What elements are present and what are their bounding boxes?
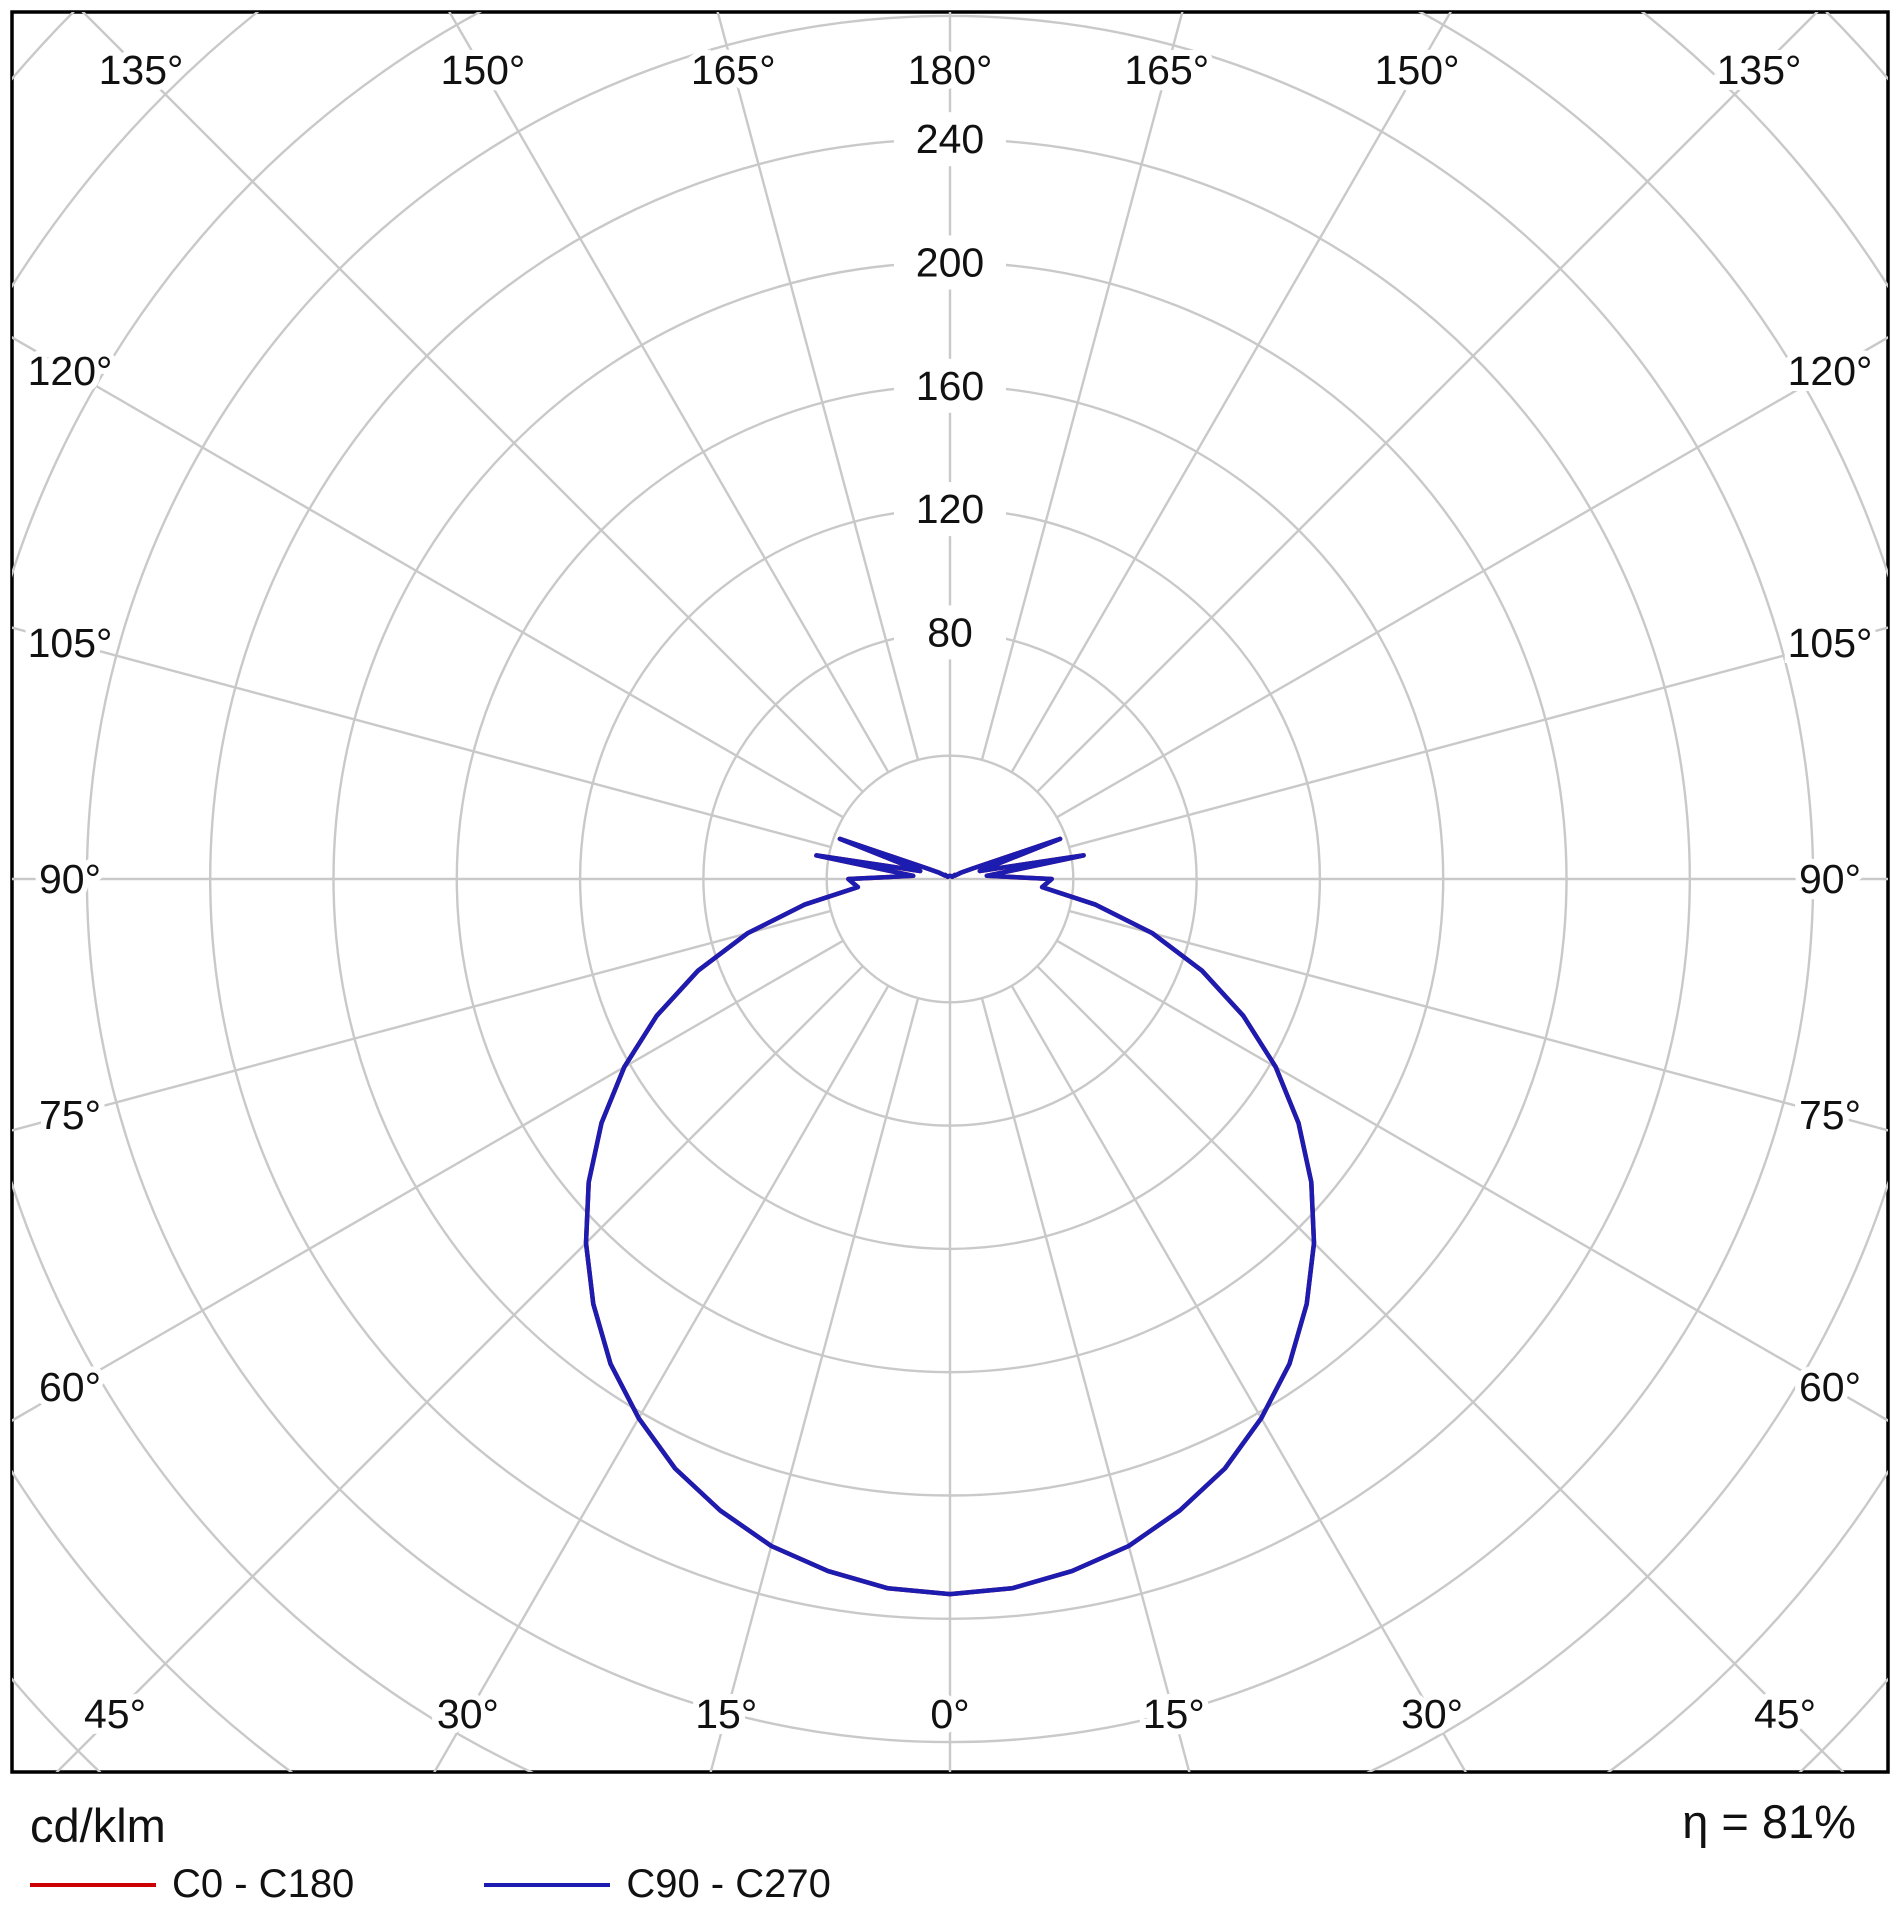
legend-line-c0-c180-icon: [30, 1882, 156, 1887]
svg-text:105°: 105°: [1788, 620, 1873, 666]
svg-text:180°: 180°: [908, 47, 993, 93]
svg-text:165°: 165°: [691, 47, 776, 93]
svg-text:120°: 120°: [1788, 348, 1873, 394]
svg-text:160: 160: [916, 363, 984, 409]
ring-labels: 80 120 160 200 240: [894, 112, 1006, 660]
svg-text:75°: 75°: [1799, 1092, 1861, 1138]
intensity-curves: [583, 836, 1317, 1597]
svg-text:15°: 15°: [1143, 1691, 1205, 1737]
legend-item-c90-c270: C90 - C270: [484, 1862, 831, 1907]
svg-text:200: 200: [916, 240, 984, 286]
legend-label-c0-c180: C0 - C180: [172, 1862, 355, 1906]
svg-text:15°: 15°: [695, 1691, 757, 1737]
svg-text:165°: 165°: [1124, 47, 1209, 93]
legend: C0 - C180 C90 - C270: [30, 1862, 831, 1907]
legend-item-c0-c180: C0 - C180: [30, 1862, 354, 1907]
svg-text:60°: 60°: [39, 1364, 101, 1410]
svg-text:90°: 90°: [39, 856, 101, 902]
svg-text:75°: 75°: [39, 1092, 101, 1138]
units-label: cd/klm: [30, 1799, 166, 1852]
svg-text:150°: 150°: [441, 47, 526, 93]
svg-text:60°: 60°: [1799, 1364, 1861, 1410]
svg-text:120: 120: [916, 486, 984, 532]
svg-text:45°: 45°: [84, 1691, 146, 1737]
svg-text:240: 240: [916, 116, 984, 162]
svg-text:105°: 105°: [28, 620, 113, 666]
svg-text:30°: 30°: [437, 1691, 499, 1737]
efficiency-label: η = 81%: [1682, 1795, 1856, 1848]
svg-text:150°: 150°: [1375, 47, 1460, 93]
svg-text:135°: 135°: [99, 47, 184, 93]
svg-text:120°: 120°: [28, 348, 113, 394]
legend-line-c90-c270-icon: [484, 1882, 611, 1887]
svg-text:135°: 135°: [1717, 47, 1802, 93]
svg-text:45°: 45°: [1754, 1691, 1816, 1737]
angle-labels: 0° 15° 15° 30° 30° 45° 45° 60° 60° 75° 75° 90° 90° 10…: [22, 41, 1879, 1743]
curve-c90-c270: [583, 836, 1317, 1597]
svg-text:90°: 90°: [1799, 856, 1861, 902]
svg-text:80: 80: [927, 609, 973, 655]
svg-text:0°: 0°: [930, 1691, 969, 1737]
legend-label-c90-c270: C90 - C270: [626, 1862, 831, 1906]
svg-text:30°: 30°: [1401, 1691, 1463, 1737]
